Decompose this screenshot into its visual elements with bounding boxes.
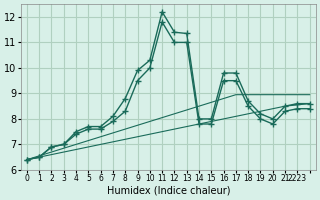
X-axis label: Humidex (Indice chaleur): Humidex (Indice chaleur) — [107, 186, 230, 196]
